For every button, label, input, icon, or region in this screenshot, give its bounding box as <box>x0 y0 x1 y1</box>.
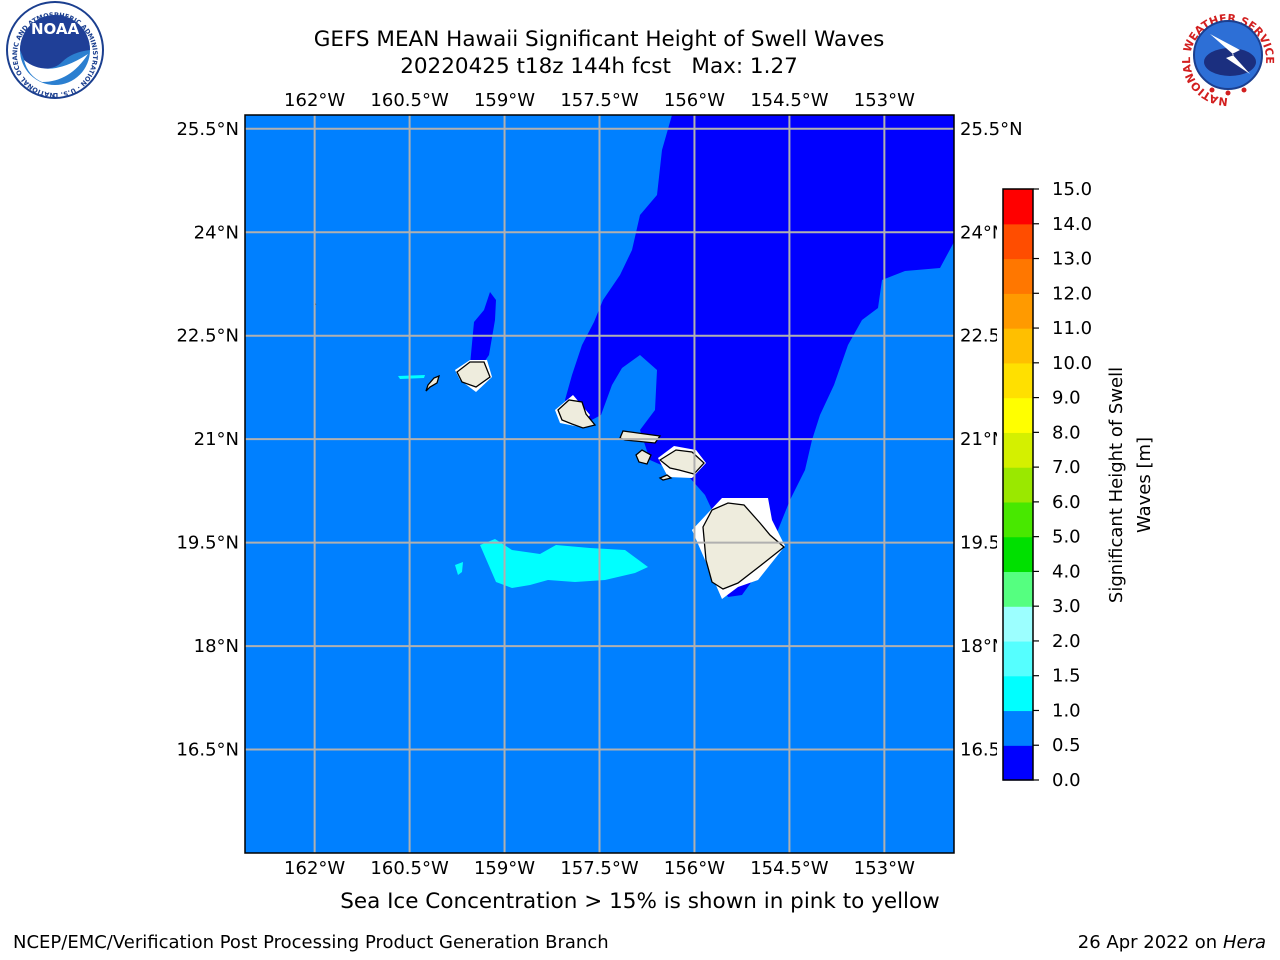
ocean-band-1.0-1.5 <box>480 539 648 588</box>
colorbar-swatch <box>1003 328 1033 364</box>
oahu-island <box>557 399 597 429</box>
ocean-band-0.0-0.5 <box>470 292 496 368</box>
colorbar-swatch <box>1003 501 1033 538</box>
footer-date-text: 26 Apr 2022 on <box>1077 932 1223 953</box>
lon-tick-label-bottom: 153°W <box>854 858 915 879</box>
national-weather-service-logo: NATIONAL WEATHER SERVICE <box>1178 5 1278 108</box>
colorbar-tick-label: 14.0 <box>1052 214 1092 235</box>
colorbar-tick-label: 3.0 <box>1052 596 1081 617</box>
lat-tick-label-left: 19.5°N <box>176 533 239 554</box>
colorbar-frame <box>1002 188 1034 781</box>
title-line-2: 20220425 t18z 144h fcst Max: 1.27 <box>400 54 798 79</box>
kauai-island <box>456 361 491 388</box>
swell-height-field <box>245 115 954 853</box>
lon-tick-label-bottom: 159°W <box>474 858 535 879</box>
colorbar-tick-label: 9.0 <box>1052 388 1081 409</box>
colorbar-tick-label: 13.0 <box>1052 249 1092 270</box>
colorbar-swatch <box>1003 397 1033 433</box>
chart-title: GEFS MEAN Hawaii Significant Height of S… <box>0 26 1198 80</box>
ocean-band-1.0-1.5 <box>455 562 463 575</box>
colorbar-swatch <box>1003 640 1033 677</box>
kahoolawe-island <box>658 474 673 481</box>
lat-tick-label-left: 24°N <box>194 222 239 243</box>
colorbar-label-line-1: Significant Height of Swell <box>1106 367 1127 603</box>
colorbar-swatch <box>1003 258 1033 294</box>
hawaii-big-island <box>702 502 786 590</box>
lon-tick-label-top: 162°W <box>284 90 345 111</box>
colorbar-tick-label: 8.0 <box>1052 422 1081 443</box>
colorbar-swatch <box>1003 536 1033 573</box>
colorbar-swatch <box>1003 293 1033 329</box>
lon-tick-label-top: 153°W <box>854 90 915 111</box>
colorbar: 0.0 0.5 1.0 1.5 2.0 3.0 4.0 5.0 6.0 7.0 8.0 9.0 10.0… <box>997 179 1092 791</box>
lon-tick-label-bottom: 154.5°W <box>750 858 829 879</box>
noaa-text: NOAA <box>31 20 80 38</box>
colorbar-tick-label: 7.0 <box>1052 457 1081 478</box>
colorbar-tick-label: 0.0 <box>1052 770 1081 791</box>
lat-tick-label-left: 25.5°N <box>176 119 239 140</box>
colorbar-swatch <box>1003 467 1033 503</box>
footer-host: Hera <box>1222 932 1266 953</box>
lat-tick-label-right: 18°N <box>960 636 1005 657</box>
map-frame <box>244 114 955 854</box>
lon-tick-label-top: 157.5°W <box>560 90 639 111</box>
lat-tick-label-left: 16.5°N <box>176 740 239 761</box>
lon-tick-label-top: 160.5°W <box>370 90 449 111</box>
colorbar-tick-label: 6.0 <box>1052 492 1081 513</box>
lat-tick-label-left: 22.5°N <box>176 326 239 347</box>
colorbar-swatch <box>1003 432 1033 468</box>
lat-tick-label-right: 25.5°N <box>960 119 1023 140</box>
colorbar-tick-label: 15.0 <box>1052 179 1092 200</box>
colorbar-tick-label: 2.0 <box>1052 631 1081 652</box>
lat-tick-label-left: 21°N <box>194 429 239 450</box>
footer-date: 26 Apr 2022 on Hera <box>1078 932 1266 953</box>
colorbar-swatch <box>1003 675 1033 712</box>
colorbar-swatch <box>1003 362 1033 399</box>
lat-tick-label-right: 24°N <box>960 222 1005 243</box>
ocean-band-1.0-1.5 <box>398 375 425 379</box>
graticule <box>245 115 954 853</box>
noaa-logo: NATIONAL OCEANIC AND ATMOSPHERIC ADMINIS… <box>0 0 104 99</box>
colorbar-tick-label: 10.0 <box>1052 353 1092 374</box>
colorbar-tick-label: 12.0 <box>1052 283 1092 304</box>
lon-tick-label-top: 154.5°W <box>750 90 829 111</box>
maui-island <box>658 449 705 475</box>
niihau-island <box>425 374 440 392</box>
lon-tick-label-bottom: 156°W <box>664 858 725 879</box>
lon-tick-label-bottom: 157.5°W <box>560 858 639 879</box>
colorbar-tick-label: 1.5 <box>1052 666 1081 687</box>
sea-ice-caption: Sea Ice Concentration > 15% is shown in … <box>340 889 940 914</box>
colorbar-tick-label: 5.0 <box>1052 527 1081 548</box>
lon-tick-label-bottom: 160.5°W <box>370 858 449 879</box>
colorbar-label-line-2: Waves [m] <box>1134 437 1155 533</box>
lon-tick-label-bottom: 162°W <box>284 858 345 879</box>
colorbar-tick-label: 11.0 <box>1052 318 1092 339</box>
lon-tick-label-top: 156°W <box>664 90 725 111</box>
colorbar-swatch <box>1003 710 1033 746</box>
colorbar-swatch <box>1003 745 1033 781</box>
colorbar-tick-label: 4.0 <box>1052 561 1081 582</box>
colorbar-swatch <box>1003 571 1033 607</box>
lanai-island <box>635 449 652 465</box>
lat-tick-label-right: 21°N <box>960 429 1005 450</box>
lat-tick-label-left: 18°N <box>194 636 239 657</box>
ocean-band-0.0-0.5 <box>565 115 954 597</box>
footer-branch: NCEP/EMC/Verification Post Processing Pr… <box>13 932 609 953</box>
colorbar-swatch <box>1003 189 1033 225</box>
colorbar-tick-label: 1.0 <box>1052 700 1081 721</box>
title-line-1: GEFS MEAN Hawaii Significant Height of S… <box>313 27 885 52</box>
colorbar-swatch <box>1003 223 1033 260</box>
colorbar-tick-label: 0.5 <box>1052 735 1081 756</box>
lon-tick-label-top: 159°W <box>474 90 535 111</box>
colorbar-swatch <box>1003 606 1033 642</box>
